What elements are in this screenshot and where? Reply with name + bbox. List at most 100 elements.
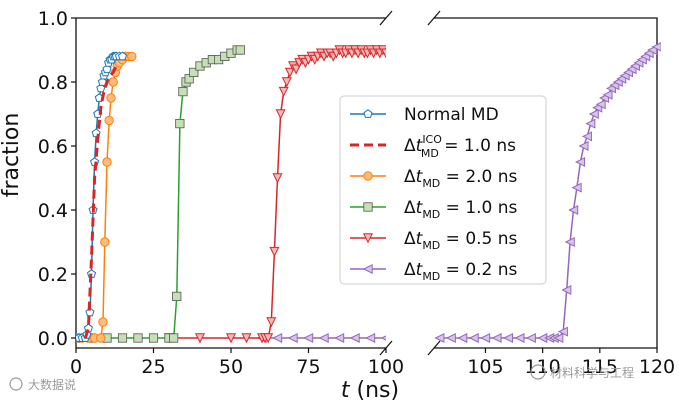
data-point: [557, 326, 568, 337]
series-panel-l: [83, 65, 118, 339]
data-point: [281, 77, 292, 88]
series-normal-md: [76, 51, 128, 342]
y-tick-label: 0.4: [38, 200, 68, 222]
data-point: [365, 332, 376, 344]
data-point: [602, 89, 613, 100]
data-point: [148, 333, 159, 343]
data-point: [104, 115, 114, 126]
data-point: [106, 93, 116, 103]
data-point: [225, 333, 237, 344]
data-point: [561, 284, 572, 296]
series-0-2-ns: [256, 42, 661, 344]
series-panel-l: [163, 45, 386, 344]
data-point: [480, 332, 491, 344]
watermark-left-icon: [9, 377, 23, 391]
data-point: [363, 171, 373, 181]
watermark-left: 大数据说: [9, 377, 76, 392]
axis-break-marks: [379, 10, 441, 356]
legend: Normal MD ΔtICO MD = 1.0 ns ΔtMD = 2.0 ns Δt…: [339, 95, 547, 285]
data-point: [96, 333, 106, 343]
series-panel-l: [76, 51, 128, 342]
data-point: [571, 182, 582, 193]
y-tick-label: 0.2: [38, 264, 68, 286]
legend-label: ΔtMD = 2.0 ns: [404, 167, 518, 190]
data-point: [564, 236, 575, 248]
legend-entry: ΔtMD = 1.0 ns: [350, 198, 518, 221]
data-point: [568, 204, 579, 216]
data-point: [172, 291, 182, 302]
data-point: [272, 332, 283, 344]
legend-entry: ΔtICO MD = 1.0 ns: [350, 133, 516, 160]
watermark-left-text: 大数据说: [28, 377, 76, 392]
data-point: [287, 332, 298, 344]
data-point: [362, 233, 374, 244]
legend-label: Normal MD: [404, 105, 499, 125]
break-mark: [379, 10, 393, 26]
break-mark: [427, 340, 441, 356]
x-tick-label: 105: [467, 356, 503, 378]
data-point: [575, 156, 586, 168]
data-point: [445, 332, 456, 344]
watermark-right-icon: [530, 364, 546, 380]
x-axis-label: t (ns): [341, 378, 399, 402]
data-point: [363, 109, 373, 118]
data-point: [98, 317, 108, 327]
y-axis-ticks: 0.0 0.2 0.4 0.6 0.8 1.0: [38, 8, 76, 350]
legend-label: ΔtMD = 1.0 ns: [404, 198, 518, 221]
data-point: [503, 332, 514, 344]
data-point: [266, 317, 277, 328]
legend-entry: ΔtMD = 2.0 ns: [350, 167, 518, 190]
data-point: [102, 64, 112, 74]
series-panel-l: [256, 332, 386, 344]
x-tick-label: 25: [141, 356, 165, 378]
watermark-right: 材料科学与工程: [530, 364, 634, 380]
legend-box: [339, 95, 547, 285]
data-point: [434, 332, 445, 344]
legend-label: ΔtMD = 0.2 ns: [404, 260, 518, 283]
x-tick-label: 115: [582, 356, 618, 378]
data-point: [595, 99, 606, 110]
series-ico-1-0-ns: [83, 65, 118, 339]
legend-label: ΔtICO MD = 1.0 ns: [404, 133, 516, 160]
data-point: [349, 332, 360, 344]
x-tick-label: 120: [639, 356, 675, 378]
data-point: [651, 42, 661, 52]
watermark-right-text: 材料科学与工程: [550, 365, 634, 380]
y-tick-label: 0.6: [38, 136, 68, 158]
series-panel-r: [434, 42, 661, 344]
data-point: [363, 202, 373, 212]
data-point: [175, 119, 185, 129]
x-tick-label: 50: [219, 356, 243, 378]
data-point: [380, 48, 386, 59]
legend-entry: Normal MD: [350, 105, 499, 125]
data-point: [127, 51, 137, 62]
right-panel-frame: [434, 17, 658, 349]
data-point: [303, 332, 314, 344]
data-point: [491, 332, 502, 344]
data-point: [588, 108, 599, 120]
data-point: [275, 109, 286, 120]
y-tick-label: 1.0: [38, 8, 68, 30]
data-point: [263, 333, 274, 344]
data-point: [194, 333, 206, 344]
data-point: [97, 77, 107, 86]
y-tick-label: 0.0: [38, 328, 68, 350]
legend-entry: ΔtMD = 0.2 ns: [350, 260, 518, 283]
data-point: [269, 246, 280, 257]
data-point: [284, 67, 295, 78]
x-axis-ticks: 0 25 50 75 100 105 110 115 120: [70, 348, 675, 378]
data-point: [169, 333, 179, 343]
data-point: [235, 45, 245, 55]
x-tick-label: 75: [296, 356, 320, 378]
data-point: [241, 333, 252, 344]
x-tick-label: 100: [368, 356, 404, 378]
data-point: [184, 74, 194, 84]
data-point: [581, 131, 592, 142]
data-point: [318, 332, 329, 344]
legend-label: ΔtMD = 0.5 ns: [404, 229, 518, 252]
data-point: [362, 263, 373, 275]
y-axis-label: fraction: [0, 113, 24, 198]
data-point: [380, 335, 386, 341]
